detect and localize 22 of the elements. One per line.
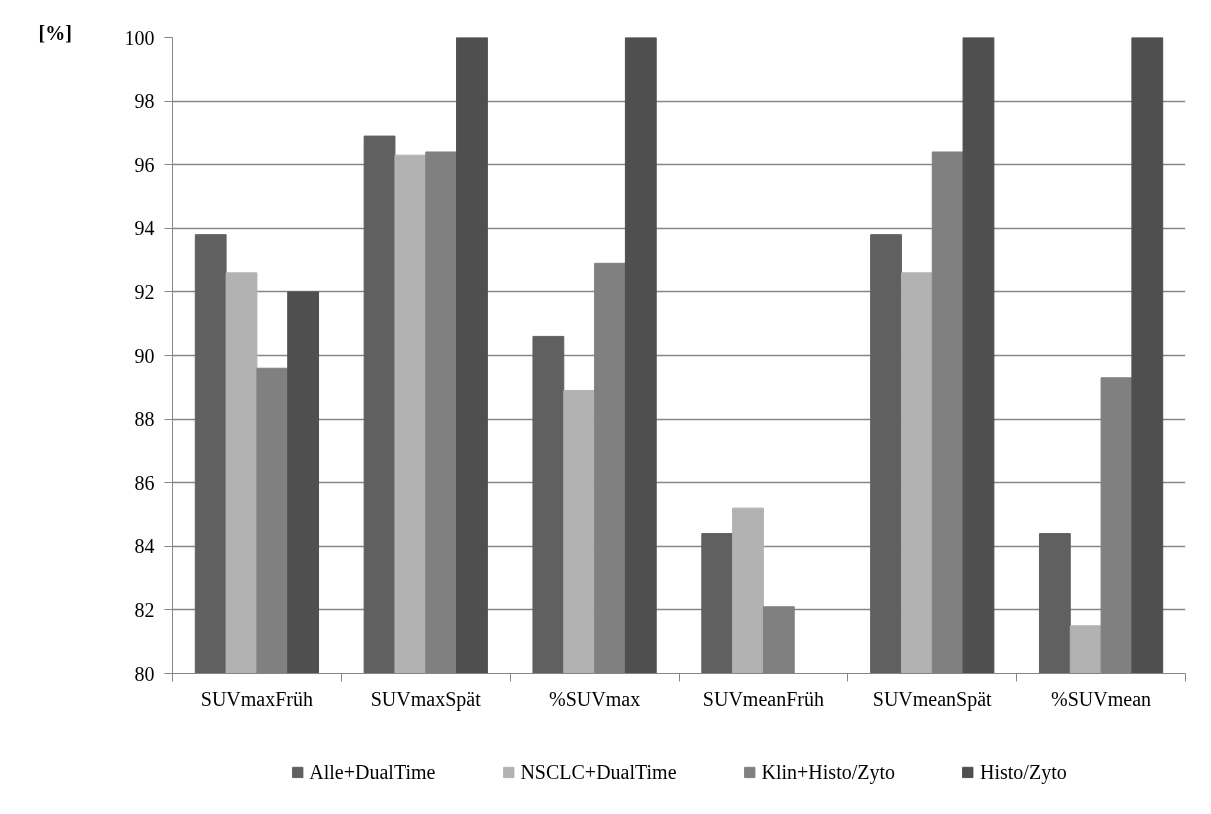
- x-tick-label: SUVmaxSpät: [370, 687, 482, 711]
- x-tick-label: %SUVmax: [549, 687, 641, 710]
- y-tick-label: 80: [134, 662, 155, 685]
- x-tick-label: SUVmaxFrüh: [200, 687, 314, 710]
- y-tick-label: 100: [124, 26, 155, 49]
- legend-label: Klin+Histo/Zyto: [761, 760, 896, 784]
- y-tick-label: 84: [134, 535, 155, 558]
- x-tick-label: SUVmeanSpät: [872, 687, 993, 711]
- y-tick-label: 96: [134, 153, 155, 176]
- y-tick-label: 88: [134, 408, 155, 431]
- y-tick-label: 82: [134, 598, 155, 621]
- y-tick-label: 94: [134, 217, 155, 240]
- x-tick-label: SUVmeanFrüh: [702, 687, 824, 710]
- legend-label: NSCLC+DualTime: [520, 760, 677, 784]
- legend-label: Alle+DualTime: [309, 760, 436, 784]
- y-tick-label: 90: [134, 344, 155, 367]
- y-tick-label: 92: [134, 280, 155, 303]
- y-tick-label: 98: [134, 90, 155, 113]
- y-axis-title: [%]: [38, 21, 72, 44]
- y-tick-label: 86: [134, 471, 155, 494]
- x-tick-label: %SUVmean: [1051, 687, 1152, 710]
- legend-label: Histo/Zyto: [980, 760, 1067, 784]
